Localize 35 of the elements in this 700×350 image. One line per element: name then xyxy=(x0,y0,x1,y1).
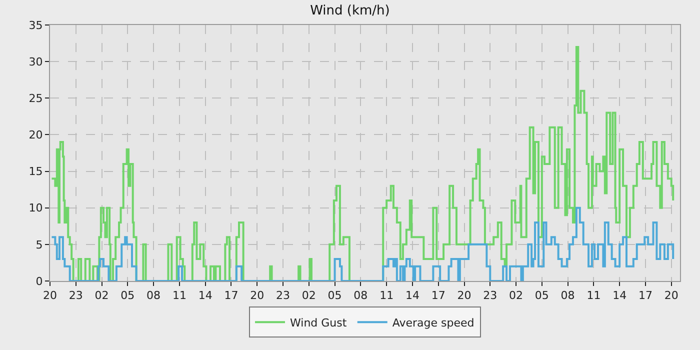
x-tick-label: 02 xyxy=(509,289,524,302)
x-tick-label: 05 xyxy=(328,289,342,302)
x-tick-label: 02 xyxy=(94,289,109,302)
legend-label: Average speed xyxy=(392,316,474,330)
x-tick-label: 14 xyxy=(198,289,212,302)
x-tick-label: 17 xyxy=(431,289,446,302)
x-tick-label: 23 xyxy=(276,289,290,302)
y-tick-label: 30 xyxy=(28,55,43,68)
legend-label: Wind Gust xyxy=(290,316,348,330)
x-tick-label: 08 xyxy=(560,289,575,302)
x-tick-label: 02 xyxy=(302,289,316,302)
y-tick-label: 5 xyxy=(36,238,43,252)
y-tick-label: 35 xyxy=(28,18,43,32)
x-tick-label: 17 xyxy=(638,289,652,302)
x-tick-label: 11 xyxy=(380,289,394,302)
y-tick-label: 15 xyxy=(28,165,43,178)
x-tick-label: 20 xyxy=(664,289,678,302)
y-tick-label: 25 xyxy=(28,92,43,105)
x-tick-label: 23 xyxy=(483,289,498,302)
x-tick-label: 20 xyxy=(457,289,472,302)
x-tick-label: 11 xyxy=(172,289,186,302)
x-tick-label: 11 xyxy=(586,289,601,302)
x-tick-label: 05 xyxy=(534,289,549,302)
x-tick-label: 08 xyxy=(146,289,161,302)
chart-title: Wind (km/h) xyxy=(310,3,390,18)
x-tick-label: 20 xyxy=(250,289,264,302)
y-tick-label: 10 xyxy=(28,202,43,215)
y-tick-label: 0 xyxy=(36,274,43,288)
x-tick-label: 17 xyxy=(224,289,238,302)
x-tick-label: 05 xyxy=(120,289,135,302)
x-tick-label: 08 xyxy=(354,289,368,302)
y-tick-label: 20 xyxy=(28,128,43,142)
x-tick-label: 23 xyxy=(68,289,83,302)
x-tick-label: 14 xyxy=(405,289,420,302)
x-tick-label: 14 xyxy=(612,289,627,302)
